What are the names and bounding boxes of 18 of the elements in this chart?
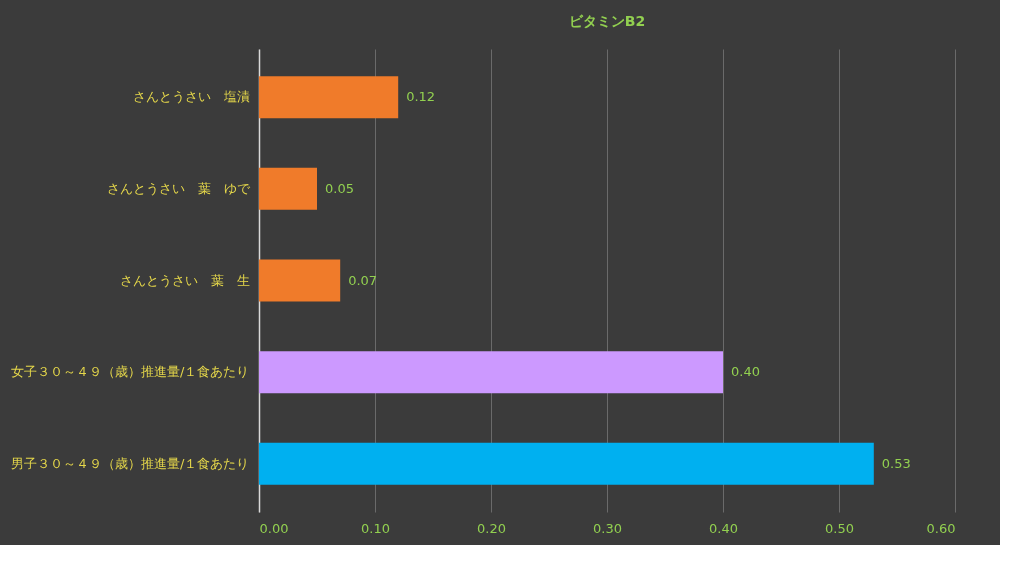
y-tick-label: さんとうさい 塩漬 [132,89,250,105]
chart-title: ビタミンB2 [568,13,646,29]
x-tick-label: 0.10 [361,520,390,536]
x-tick-label: 0.20 [477,520,506,536]
x-tick-label: 0.00 [259,520,289,536]
y-tick-label: さんとうさい 葉 生 [119,272,250,288]
data-label: 0.05 [325,180,354,196]
data-label: 0.40 [731,364,760,380]
data-label: 0.07 [348,272,378,288]
x-tick-label: 0.30 [593,520,622,536]
x-tick-label: 0.40 [709,520,738,536]
data-label: 0.53 [881,455,911,471]
y-tick-label: 男子３０～４９（歳）推進量/１食あたり [11,455,250,471]
x-tick-label: 0.60 [926,520,956,536]
data-label: 0.12 [406,89,436,105]
x-tick-label: 0.50 [825,520,854,536]
y-tick-label: 女子３０～４９（歳）推進量/１食あたり [11,364,250,380]
y-tick-label: さんとうさい 葉 ゆで [106,180,251,196]
